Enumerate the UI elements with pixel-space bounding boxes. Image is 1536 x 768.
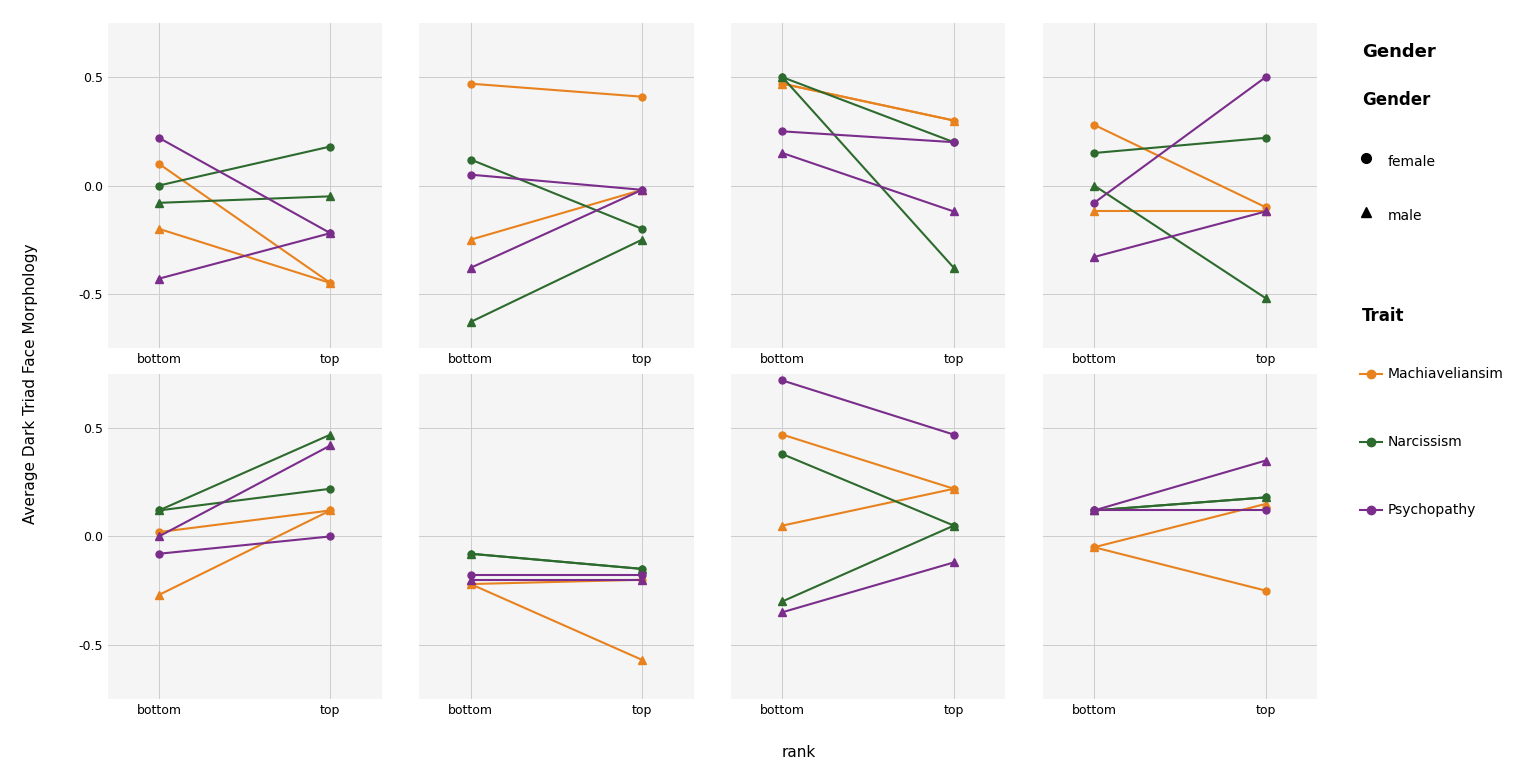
Text: male: male xyxy=(1387,209,1422,223)
Text: Psychopathy: Psychopathy xyxy=(1387,502,1476,517)
Text: Gender: Gender xyxy=(1362,43,1436,61)
Text: Trait: Trait xyxy=(1362,307,1404,325)
Text: Average Dark Triad Face Morphology: Average Dark Triad Face Morphology xyxy=(23,243,38,525)
Text: Gender: Gender xyxy=(1362,91,1430,108)
Text: rank: rank xyxy=(782,745,816,760)
Text: Narcissism: Narcissism xyxy=(1387,435,1462,449)
Text: female: female xyxy=(1387,154,1436,169)
Text: Machiaveliansim: Machiaveliansim xyxy=(1387,367,1504,382)
